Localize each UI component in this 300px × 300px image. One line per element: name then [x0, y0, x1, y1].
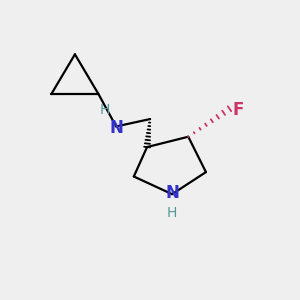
Text: N: N: [165, 184, 179, 202]
Text: F: F: [232, 101, 244, 119]
Text: H: H: [99, 103, 110, 117]
Text: N: N: [109, 119, 123, 137]
Text: H: H: [167, 206, 177, 220]
